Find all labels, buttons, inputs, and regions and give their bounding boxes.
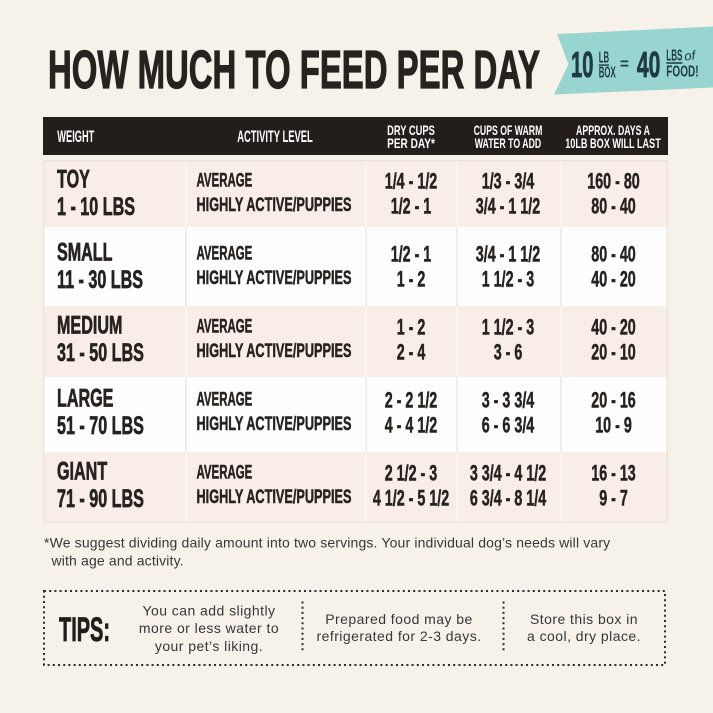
svg-text:1 1/2 - 3: 1 1/2 - 3 [482, 315, 535, 340]
svg-text:*We suggest dividing daily amo: *We suggest dividing daily amount into t… [44, 535, 610, 551]
svg-text:AVERAGE: AVERAGE [197, 170, 253, 192]
svg-text:PER DAY*: PER DAY* [387, 136, 435, 151]
svg-text:4 1/2 - 5 1/2: 4 1/2 - 5 1/2 [373, 486, 449, 511]
svg-text:3 - 6: 3 - 6 [494, 340, 523, 365]
svg-text:16 - 13: 16 - 13 [591, 461, 636, 486]
svg-text:40 - 20: 40 - 20 [591, 267, 636, 292]
svg-text:10LB BOX WILL LAST: 10LB BOX WILL LAST [565, 136, 661, 151]
svg-text:1/3 - 3/4: 1/3 - 3/4 [482, 169, 535, 194]
svg-text:31 - 50 LBS: 31 - 50 LBS [57, 339, 144, 367]
svg-text:80 - 40: 80 - 40 [591, 194, 636, 219]
svg-text:1/2 - 1: 1/2 - 1 [391, 194, 432, 219]
svg-text:10 - 9: 10 - 9 [595, 413, 632, 438]
svg-text:1 1/2 - 3: 1 1/2 - 3 [482, 267, 535, 292]
svg-text:3/4 - 1 1/2: 3/4 - 1 1/2 [476, 194, 540, 219]
svg-text:HOW MUCH TO FEED PER DAY: HOW MUCH TO FEED PER DAY [48, 40, 540, 100]
svg-text:SMALL: SMALL [57, 239, 113, 267]
svg-text:40 - 20: 40 - 20 [591, 315, 636, 340]
svg-text:TOY: TOY [57, 166, 90, 194]
svg-text:6 - 6 3/4: 6 - 6 3/4 [482, 413, 535, 438]
svg-text:HIGHLY ACTIVE/PUPPIES: HIGHLY ACTIVE/PUPPIES [197, 340, 352, 362]
svg-text:1 - 10 LBS: 1 - 10 LBS [57, 193, 135, 221]
svg-text:3 - 3 3/4: 3 - 3 3/4 [482, 388, 535, 413]
svg-text:your pet’s liking.: your pet’s liking. [155, 638, 263, 654]
svg-text:AVERAGE: AVERAGE [197, 389, 253, 411]
svg-text:AVERAGE: AVERAGE [197, 243, 253, 265]
svg-text:HIGHLY ACTIVE/PUPPIES: HIGHLY ACTIVE/PUPPIES [197, 486, 352, 508]
svg-text:AVERAGE: AVERAGE [197, 462, 253, 484]
svg-text:Prepared food may be: Prepared food may be [325, 611, 473, 627]
svg-text:1/4 - 1/2: 1/4 - 1/2 [385, 169, 438, 194]
svg-text:FOOD!: FOOD! [666, 63, 698, 80]
svg-text:LARGE: LARGE [57, 385, 113, 413]
svg-text:71 - 90 LBS: 71 - 90 LBS [57, 485, 144, 513]
svg-text:ACTIVITY LEVEL: ACTIVITY LEVEL [237, 128, 313, 146]
svg-text:BOX: BOX [599, 64, 616, 81]
svg-text:WATER TO ADD: WATER TO ADD [475, 136, 542, 151]
svg-text:3 3/4 - 4 1/2: 3 3/4 - 4 1/2 [470, 461, 546, 486]
svg-text:LBS: LBS [666, 48, 682, 65]
svg-text:40: 40 [637, 44, 661, 85]
svg-text:AVERAGE: AVERAGE [197, 316, 253, 338]
svg-text:10: 10 [571, 44, 593, 85]
svg-text:with age and activity.: with age and activity. [51, 553, 184, 569]
svg-text:20 - 16: 20 - 16 [591, 388, 636, 413]
svg-text:HIGHLY ACTIVE/PUPPIES: HIGHLY ACTIVE/PUPPIES [197, 267, 352, 289]
svg-text:1 - 2: 1 - 2 [397, 267, 426, 292]
svg-text:TIPS:: TIPS: [59, 611, 110, 649]
svg-text:Store this box in: Store this box in [530, 611, 638, 627]
svg-text:2 - 2 1/2: 2 - 2 1/2 [385, 388, 438, 413]
svg-text:51 - 70 LBS: 51 - 70 LBS [57, 412, 144, 440]
svg-text:2 1/2 - 3: 2 1/2 - 3 [385, 461, 438, 486]
svg-text:6 3/4 - 8 1/4: 6 3/4 - 8 1/4 [470, 486, 547, 511]
svg-text:LB: LB [599, 50, 609, 67]
svg-text:3/4 - 1 1/2: 3/4 - 1 1/2 [476, 242, 540, 267]
svg-text:HIGHLY ACTIVE/PUPPIES: HIGHLY ACTIVE/PUPPIES [197, 194, 352, 216]
svg-text:80 - 40: 80 - 40 [591, 242, 636, 267]
svg-text:20 - 10: 20 - 10 [591, 340, 636, 365]
svg-text:You can add slightly: You can add slightly [142, 603, 275, 619]
svg-text:a cool, dry place.: a cool, dry place. [527, 628, 641, 644]
svg-text:refrigerated for 2-3 days.: refrigerated for 2-3 days. [317, 628, 482, 644]
svg-text:APPROX. DAYS A: APPROX. DAYS A [576, 123, 650, 138]
svg-text:HIGHLY ACTIVE/PUPPIES: HIGHLY ACTIVE/PUPPIES [197, 413, 352, 435]
svg-text:1/2 - 1: 1/2 - 1 [391, 242, 432, 267]
svg-text:9 - 7: 9 - 7 [599, 486, 628, 511]
svg-text:MEDIUM: MEDIUM [57, 312, 122, 340]
svg-text:1 - 2: 1 - 2 [397, 315, 426, 340]
svg-text:2 - 4: 2 - 4 [397, 340, 426, 365]
svg-text:GIANT: GIANT [57, 458, 107, 486]
svg-text:4 - 4 1/2: 4 - 4 1/2 [385, 413, 438, 438]
svg-text:=: = [620, 56, 629, 73]
svg-text:DRY CUPS: DRY CUPS [387, 123, 435, 138]
svg-text:more or less water to: more or less water to [139, 620, 279, 636]
svg-text:160 - 80: 160 - 80 [587, 169, 640, 194]
svg-text:WEIGHT: WEIGHT [57, 128, 94, 146]
svg-text:11 - 30 LBS: 11 - 30 LBS [57, 266, 143, 294]
svg-text:of: of [684, 47, 698, 63]
svg-text:CUPS OF WARM: CUPS OF WARM [474, 123, 543, 138]
